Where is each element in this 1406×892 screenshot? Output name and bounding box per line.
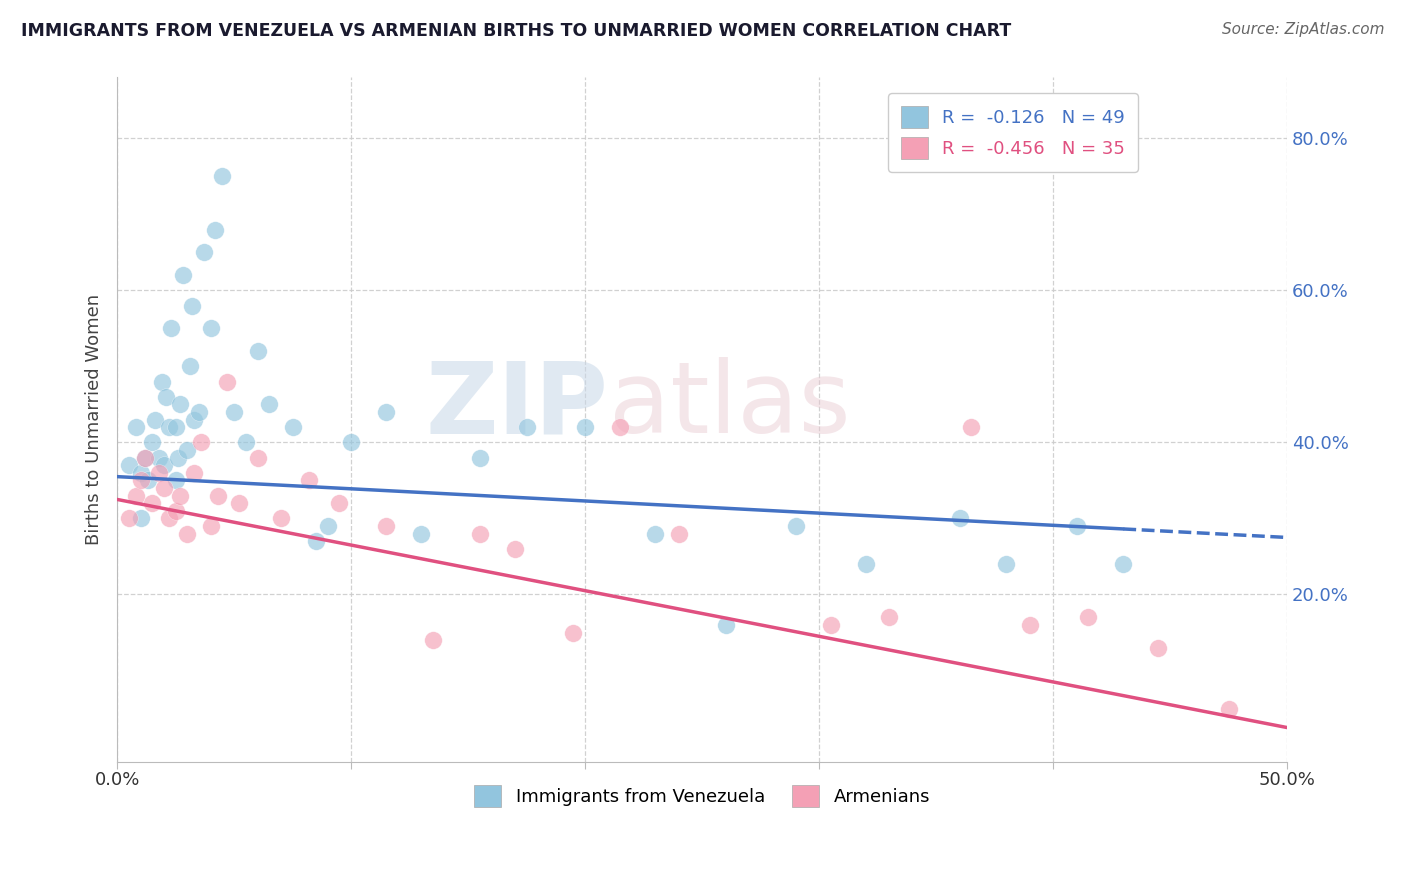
Point (167, 450, 190, 465)
Point (193, 245, 215, 260)
Point (207, 489, 229, 503)
Point (820, 618, 842, 632)
Point (340, 435, 363, 450)
Point (190, 435, 212, 450)
Point (960, 420, 983, 434)
Point (200, 519, 222, 533)
Y-axis label: Births to Unmarried Women: Births to Unmarried Women (86, 294, 103, 545)
Point (118, 458, 141, 473)
Point (155, 390, 177, 404)
Point (134, 450, 156, 465)
Point (134, 450, 156, 465)
Point (211, 169, 233, 184)
Point (148, 450, 170, 465)
Point (1077, 610, 1099, 624)
Point (235, 435, 257, 450)
Point (948, 511, 970, 525)
Point (785, 519, 807, 533)
Point (668, 526, 690, 541)
Point (609, 420, 631, 434)
Point (217, 375, 239, 389)
Point (562, 625, 585, 640)
Text: 0.0%: 0.0% (94, 772, 139, 789)
Point (270, 511, 292, 525)
Point (228, 496, 250, 510)
Text: atlas: atlas (609, 358, 851, 454)
Point (281, 420, 304, 434)
Point (136, 474, 159, 488)
Point (165, 474, 187, 488)
Point (516, 420, 538, 434)
Point (714, 618, 737, 632)
Point (125, 489, 148, 503)
Point (1218, 701, 1240, 715)
Point (375, 519, 398, 533)
Point (153, 481, 176, 495)
Point (176, 443, 198, 458)
Point (157, 420, 180, 434)
Point (1112, 557, 1135, 571)
Legend: Immigrants from Venezuela, Armenians: Immigrants from Venezuela, Armenians (467, 778, 938, 814)
Point (148, 466, 170, 480)
Point (855, 557, 877, 571)
Point (574, 420, 596, 434)
Point (468, 526, 491, 541)
Point (1018, 618, 1040, 632)
Text: ZIP: ZIP (426, 358, 609, 454)
Point (176, 526, 198, 541)
Point (995, 557, 1018, 571)
Point (503, 541, 526, 556)
Point (246, 344, 269, 359)
Point (1147, 640, 1170, 655)
Point (328, 496, 350, 510)
Point (141, 435, 163, 450)
Point (118, 511, 141, 525)
Point (204, 222, 226, 236)
Text: IMMIGRANTS FROM VENEZUELA VS ARMENIAN BIRTHS TO UNMARRIED WOMEN CORRELATION CHAR: IMMIGRANTS FROM VENEZUELA VS ARMENIAN BI… (21, 22, 1011, 40)
Point (165, 504, 187, 518)
Point (181, 299, 204, 313)
Point (298, 474, 321, 488)
Point (305, 534, 328, 549)
Point (188, 405, 211, 419)
Point (879, 610, 901, 624)
Point (169, 397, 191, 411)
Point (246, 450, 269, 465)
Point (141, 496, 163, 510)
Point (172, 268, 194, 282)
Point (200, 321, 222, 335)
Point (1066, 519, 1088, 533)
Point (468, 450, 491, 465)
Point (224, 405, 246, 419)
Point (183, 412, 205, 426)
Point (157, 511, 180, 525)
Text: 50.0%: 50.0% (1258, 772, 1316, 789)
Point (125, 420, 148, 434)
Point (422, 633, 444, 648)
Point (150, 375, 173, 389)
Point (169, 489, 191, 503)
Point (183, 466, 205, 480)
Point (160, 321, 183, 335)
Point (259, 397, 281, 411)
Point (179, 359, 201, 374)
Point (129, 474, 152, 488)
Point (143, 412, 166, 426)
Point (165, 420, 187, 434)
Point (644, 526, 666, 541)
Point (153, 458, 176, 473)
Point (129, 466, 152, 480)
Point (129, 511, 152, 525)
Point (375, 405, 398, 419)
Point (316, 519, 339, 533)
Text: Source: ZipAtlas.com: Source: ZipAtlas.com (1222, 22, 1385, 37)
Point (411, 526, 433, 541)
